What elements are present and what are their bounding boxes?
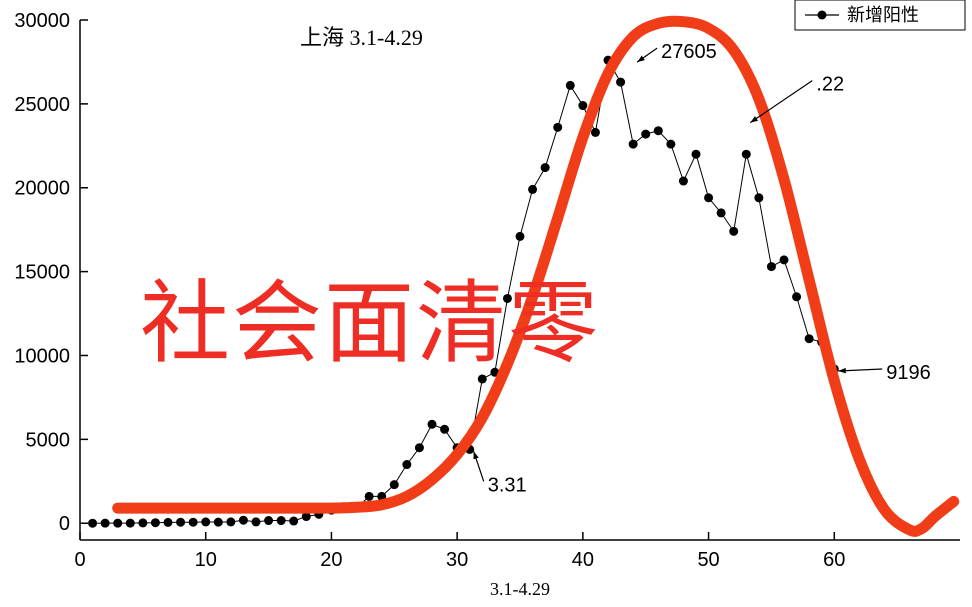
svg-text:15000: 15000 — [14, 262, 70, 284]
svg-text:27605: 27605 — [661, 41, 717, 63]
svg-text:新增阳性: 新增阳性 — [847, 5, 919, 25]
svg-text:9196: 9196 — [886, 362, 931, 384]
svg-text:3.31: 3.31 — [488, 474, 527, 496]
svg-text:0: 0 — [59, 513, 70, 535]
svg-text:60: 60 — [823, 549, 845, 571]
svg-text:上海 3.1-4.29: 上海 3.1-4.29 — [300, 25, 423, 50]
svg-text:50: 50 — [697, 549, 719, 571]
svg-text:10000: 10000 — [14, 345, 70, 367]
svg-text:10: 10 — [195, 549, 217, 571]
svg-text:30000: 30000 — [14, 10, 70, 32]
svg-text:.22: .22 — [816, 74, 844, 96]
svg-text:20000: 20000 — [14, 178, 70, 200]
svg-text:3.1-4.29: 3.1-4.29 — [490, 579, 550, 599]
svg-text:25000: 25000 — [14, 94, 70, 116]
svg-text:30: 30 — [446, 549, 468, 571]
svg-text:40: 40 — [572, 549, 594, 571]
svg-text:0: 0 — [74, 549, 85, 571]
line-chart-svg: 0 5000 10000 15000 20000 25000 30000 0 10 20 30 40 5… — [0, 0, 972, 607]
svg-text:20: 20 — [320, 549, 342, 571]
svg-text:5000: 5000 — [26, 429, 71, 451]
chart-container: 0 5000 10000 15000 20000 25000 30000 0 10 20 30 40 5… — [0, 0, 972, 607]
